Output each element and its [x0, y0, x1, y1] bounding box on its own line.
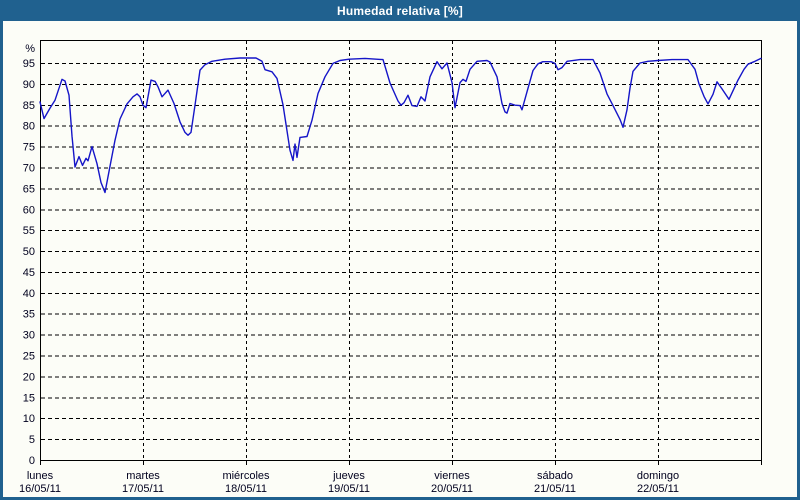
plot-frame	[40, 40, 762, 461]
y-tick-label: 10	[23, 413, 35, 425]
y-tick-label: 95	[23, 58, 35, 70]
y-tick-label: 65	[23, 183, 35, 195]
y-tick-label: 80	[23, 121, 35, 133]
x-day-label: jueves	[332, 470, 365, 482]
y-axis-unit-label: %	[25, 43, 35, 55]
x-date-label: 20/05/11	[431, 483, 473, 495]
y-tick-label: 45	[23, 267, 35, 279]
x-day-label: martes	[126, 470, 160, 482]
x-day-label: lunes	[27, 470, 54, 482]
y-tick-label: 15	[23, 392, 35, 404]
y-tick-label: 70	[23, 162, 35, 174]
x-day-label: domingo	[637, 470, 679, 482]
y-tick-label: 60	[23, 204, 35, 216]
x-date-label: 22/05/11	[637, 483, 679, 495]
y-tick-label: 75	[23, 142, 35, 154]
window-titlebar: Humedad relativa [%]	[0, 0, 800, 21]
window-title: Humedad relativa [%]	[336, 3, 464, 18]
x-date-label: 17/05/11	[122, 483, 164, 495]
y-tick-label: 30	[23, 330, 35, 342]
y-tick-label: 90	[23, 79, 35, 91]
humidity-chart: 0 5 10 15 20 25 30 35 40 45 50 55 60 65 70 75 80 85 90 95% l…	[19, 40, 762, 495]
y-tick-label: 25	[23, 351, 35, 363]
y-tick-label: 55	[23, 225, 35, 237]
y-tick-label: 20	[23, 371, 35, 383]
y-tick-label: 50	[23, 246, 35, 258]
y-tick-label: 85	[23, 100, 35, 112]
x-day-label: miércoles	[222, 470, 270, 482]
y-tick-label: 0	[29, 455, 35, 467]
y-tick-label: 35	[23, 309, 35, 321]
x-day-label: sábado	[537, 470, 573, 482]
y-tick-label: 40	[23, 288, 35, 300]
y-tick-label: 5	[29, 434, 35, 446]
x-date-label: 19/05/11	[328, 483, 370, 495]
x-date-label: 16/05/11	[19, 483, 61, 495]
x-day-label: viernes	[434, 470, 470, 482]
x-date-label: 18/05/11	[225, 483, 267, 495]
humidity-line	[39, 57, 762, 194]
x-date-label: 21/05/11	[534, 483, 576, 495]
chart-panel: 0 5 10 15 20 25 30 35 40 45 50 55 60 65 70 75 80 85 90 95% l…	[3, 21, 797, 497]
